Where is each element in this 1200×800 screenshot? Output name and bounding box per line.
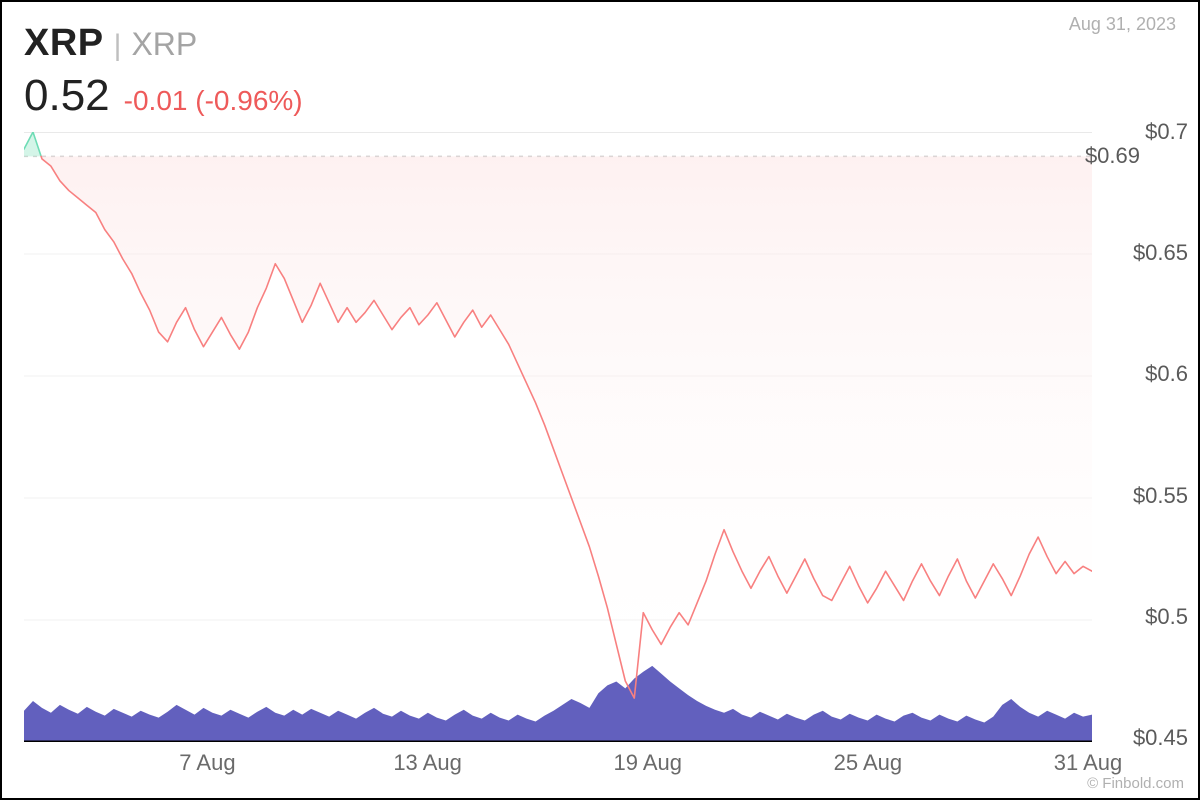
x-tick-label: 7 Aug [179, 750, 235, 776]
price-change: -0.01 (-0.96%) [124, 85, 303, 117]
x-axis-labels: 7 Aug13 Aug19 Aug25 Aug31 Aug [24, 750, 1088, 780]
y-tick-label: $0.45 [1133, 725, 1188, 751]
y-tick-label: $0.6 [1145, 361, 1188, 387]
snapshot-date: Aug 31, 2023 [1069, 14, 1176, 35]
chart-header: XRP | XRP 0.52 -0.01 (-0.96%) [24, 22, 303, 121]
reference-line-label: $0.69 [1085, 143, 1140, 169]
attribution-text: © Finbold.com [1087, 775, 1184, 792]
y-tick-label: $0.65 [1133, 240, 1188, 266]
price-chart-svg [24, 132, 1092, 742]
asset-name: XRP [131, 26, 197, 63]
chart-area [24, 132, 1088, 738]
x-tick-label: 31 Aug [1054, 750, 1123, 776]
y-tick-label: $0.7 [1145, 119, 1188, 145]
y-tick-label: $0.55 [1133, 483, 1188, 509]
y-axis-labels: $0.45$0.5$0.55$0.6$0.65$0.7$0.69 [1093, 132, 1188, 738]
title-separator: | [114, 29, 122, 63]
title-row: XRP | XRP [24, 22, 303, 65]
y-tick-label: $0.5 [1145, 604, 1188, 630]
x-tick-label: 25 Aug [834, 750, 903, 776]
price-row: 0.52 -0.01 (-0.96%) [24, 71, 303, 121]
chart-frame: XRP | XRP 0.52 -0.01 (-0.96%) Aug 31, 20… [0, 0, 1200, 800]
ticker-symbol: XRP [24, 22, 104, 65]
current-price: 0.52 [24, 71, 110, 121]
x-tick-label: 13 Aug [393, 750, 462, 776]
x-tick-label: 19 Aug [613, 750, 682, 776]
